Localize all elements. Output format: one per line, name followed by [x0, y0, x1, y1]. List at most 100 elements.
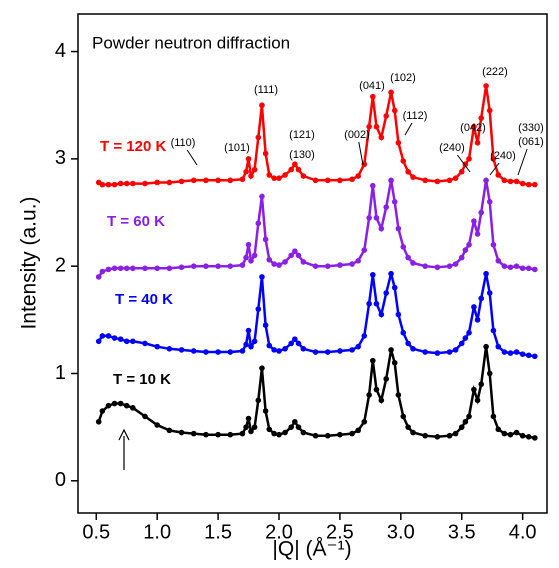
data-point [245, 156, 252, 162]
peak-arrow [489, 162, 500, 176]
data-point [245, 327, 252, 334]
data-point [458, 424, 465, 430]
peak-label: (330) [518, 122, 544, 134]
data-point [400, 413, 407, 420]
data-point [400, 158, 407, 164]
data-point [378, 225, 385, 232]
data-point [215, 263, 221, 269]
data-point [391, 359, 398, 366]
data-point [312, 177, 319, 184]
data-point [203, 349, 209, 355]
data-point [422, 349, 428, 355]
peak-label: (112) [403, 110, 428, 122]
data-point [422, 432, 428, 439]
data-point [292, 248, 298, 254]
peak-label: (222) [482, 66, 508, 78]
data-point [276, 431, 282, 438]
data-point [434, 264, 441, 271]
data-point [203, 431, 209, 438]
data-point [355, 258, 361, 264]
data-point [95, 274, 102, 280]
data-point [255, 220, 262, 227]
data-point [446, 432, 453, 439]
data-point [239, 262, 246, 268]
data-point [117, 336, 124, 342]
x-tick-label: 1.5 [204, 521, 232, 543]
data-point [478, 115, 485, 121]
x-tick-label: 3.5 [448, 521, 476, 543]
data-point [227, 349, 234, 355]
data-point [239, 348, 246, 354]
data-point [366, 300, 372, 307]
data-point [405, 168, 411, 175]
data-point [251, 252, 258, 259]
data-point [130, 180, 136, 187]
data-point [405, 424, 411, 430]
data-point [486, 290, 493, 296]
data-point [251, 424, 258, 430]
data-point [243, 341, 249, 348]
data-point [370, 93, 376, 100]
data-point [266, 172, 273, 178]
x-tick-label: 2.0 [265, 521, 293, 543]
data-point [501, 177, 508, 184]
data-point [525, 181, 532, 188]
data-point [255, 306, 262, 312]
peak-label: (110) [171, 137, 196, 149]
data-point [483, 270, 489, 277]
data-point [130, 265, 136, 272]
data-point [324, 432, 331, 439]
data-point [466, 241, 472, 248]
data-point [532, 435, 538, 441]
data-point [295, 340, 302, 347]
data-point [478, 381, 485, 388]
data-point [166, 427, 173, 434]
data-point [215, 349, 221, 355]
data-point [373, 215, 380, 221]
series-line [97, 346, 536, 440]
data-point [490, 241, 497, 248]
data-point [507, 431, 514, 438]
data-point [130, 338, 136, 345]
data-point [434, 434, 441, 440]
data-point [446, 349, 453, 355]
x-tick-label: 1.0 [143, 521, 171, 543]
data-point [462, 247, 469, 253]
peak-arrow [517, 148, 528, 176]
data-point [405, 340, 411, 347]
data-point [383, 113, 390, 119]
data-point [513, 263, 520, 269]
peak-label: (042) [460, 122, 486, 134]
data-point [519, 351, 526, 357]
data-point [276, 348, 282, 354]
data-point [370, 357, 376, 364]
data-point [227, 177, 234, 184]
data-point [400, 244, 407, 250]
data-point [349, 347, 355, 353]
data-point [495, 343, 502, 350]
peak-label: (102) [390, 72, 416, 84]
x-tick-label: 0.5 [82, 521, 110, 543]
data-point [395, 392, 402, 398]
data-point [391, 198, 398, 205]
data-point [282, 259, 288, 265]
data-point [215, 431, 221, 438]
data-point [262, 408, 269, 414]
data-point [370, 271, 376, 278]
data-point [154, 179, 160, 186]
data-point [266, 256, 273, 263]
data-point [111, 400, 118, 407]
data-point [262, 322, 269, 329]
data-point [262, 150, 269, 157]
data-point [446, 177, 453, 184]
data-point [478, 295, 485, 302]
data-point [388, 347, 394, 353]
data-point [255, 134, 262, 141]
peak-label: (130) [289, 149, 315, 161]
data-point [391, 107, 398, 114]
data-point [525, 265, 532, 272]
data-point [259, 193, 265, 200]
data-point [388, 270, 394, 277]
data-point [410, 260, 416, 266]
data-point [300, 173, 307, 179]
